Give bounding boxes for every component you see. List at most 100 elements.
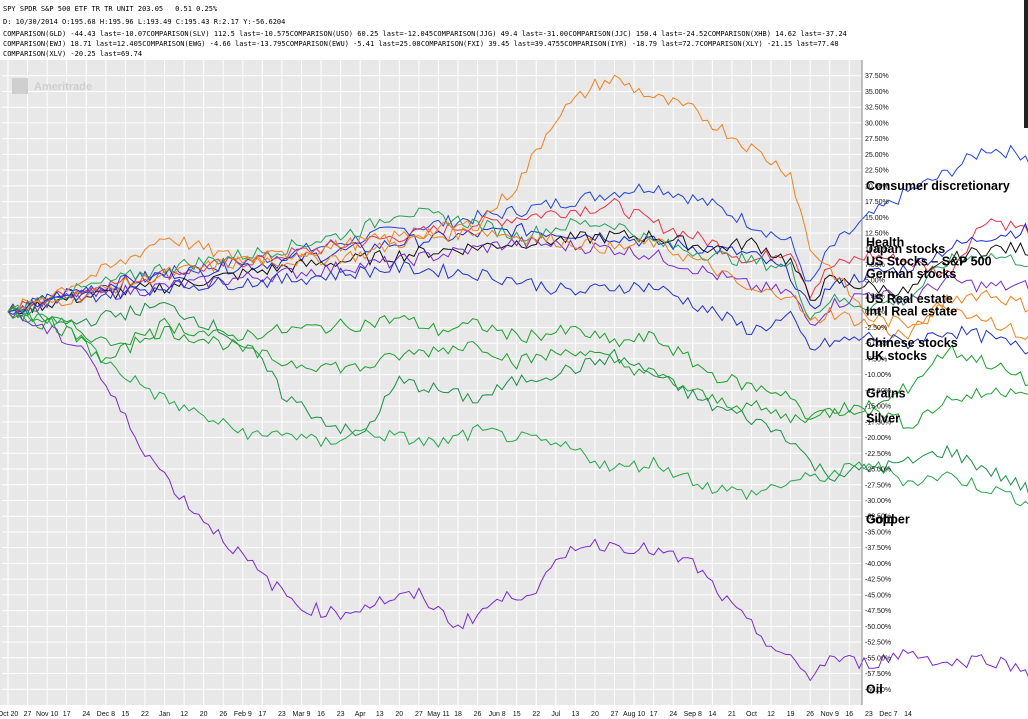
y-tick-label: 37.50%: [865, 73, 889, 80]
x-tick-label: Apr: [355, 711, 367, 718]
x-tick-label: Mar 9: [293, 711, 311, 718]
series-line: [7, 311, 1028, 420]
y-tick-label: 30.00%: [865, 120, 889, 127]
x-axis: Oct 20 27 Nov 10 17 24 Dec 8 15 22 Jan 12 20 26 Feb …: [0, 711, 912, 718]
x-tick-label: 22: [532, 711, 540, 718]
y-tick-label: -25.00%: [865, 467, 891, 474]
logo-text: Ameritrade: [34, 81, 92, 93]
header-text: COMPARISON(EWJ) 18.71 last=12.405: [3, 40, 142, 48]
y-tick-label: -30.00%: [865, 498, 891, 505]
series-label: Health: [866, 236, 904, 250]
series-label: Copper: [866, 512, 910, 526]
header-text: COMPARISON(XLV) -20.25 last=69.74: [3, 50, 142, 58]
y-tick-label: 7.50%: [865, 262, 885, 269]
x-tick-label: Dec 7: [879, 711, 897, 718]
y-tick-label: -47.50%: [865, 608, 891, 615]
x-tick-label: Jul: [551, 711, 560, 718]
series-label: Gold: [866, 512, 894, 526]
y-tick-label: -37.50%: [865, 545, 891, 552]
y-tick-label: 32.50%: [865, 105, 889, 112]
header-text: SPY SPDR S&P 500 ETF TR TR UNIT 203.05: [3, 5, 163, 13]
y-tick-label: -7.50%: [865, 356, 887, 363]
series-line: [7, 197, 1028, 313]
series-label: US Real estate: [866, 292, 953, 306]
header-text: COMPARISON(EWG) -4.66 last=-13.795: [142, 40, 285, 48]
y-tick-label: -5.00%: [865, 341, 887, 348]
series-line: [7, 225, 1028, 340]
series-label: Silver: [866, 412, 900, 426]
series-label: Chinese stocks: [866, 336, 958, 350]
x-tick-label: 27: [611, 711, 619, 718]
series-label: Oil: [866, 682, 883, 696]
series-line: [7, 74, 1028, 340]
header-text: 0.51 0.25%: [175, 5, 218, 13]
series-label: Int'l Real estate: [866, 305, 957, 319]
x-tick-label: 22: [141, 711, 149, 718]
y-tick-label: -42.50%: [865, 577, 891, 584]
y-tick-label: 5.00%: [865, 278, 885, 285]
y-tick-label: -35.00%: [865, 529, 891, 536]
x-tick-label: Jan: [159, 711, 170, 718]
x-tick-label: Oct: [746, 711, 757, 718]
header-text: COMPARISON(JJG) 49.4 last=-31.00: [433, 30, 568, 38]
header-text: COMPARISON(GLD) -44.43 last=-10.07: [3, 30, 146, 38]
x-tick-label: 27: [415, 711, 423, 718]
header-text: COMPARISON(XHB) 14.62 last=-37.24: [708, 30, 847, 38]
y-tick-label: 10.00%: [865, 246, 889, 253]
x-tick-label: 21: [728, 711, 736, 718]
series-lines: [7, 74, 1028, 682]
x-tick-label: 16: [317, 711, 325, 718]
series-label: Grains: [866, 387, 906, 401]
header-text: D: 10/30/2014 O:195.68 H:195.96 L:193.49…: [3, 18, 285, 26]
series-label: Consumer discretionary: [866, 179, 1010, 193]
x-tick-label: May 11: [427, 711, 450, 718]
header-text: COMPARISON(JJC) 150.4 last=-24.52: [568, 30, 707, 38]
y-tick-label: -2.50%: [865, 325, 887, 332]
x-tick-label: Nov 10: [36, 711, 58, 718]
x-tick-label: 26: [806, 711, 814, 718]
scrollbar[interactable]: [1024, 0, 1028, 128]
y-tick-label: -60.00%: [865, 687, 891, 694]
y-axis: 37.50% 35.00% 32.50% 30.00% 27.50% 25.00% 22.5…: [861, 60, 891, 705]
x-tick-label: 19: [787, 711, 795, 718]
y-tick-label: -20.00%: [865, 435, 891, 442]
y-tick-label: -12.50%: [865, 388, 891, 395]
x-tick-label: 12: [180, 711, 188, 718]
x-tick-label: Oct 20: [0, 711, 18, 718]
x-tick-label: 24: [82, 711, 90, 718]
x-tick-label: 18: [454, 711, 462, 718]
x-tick-label: Nov 9: [821, 711, 839, 718]
x-tick-label: 15: [513, 711, 521, 718]
x-tick-label: 16: [845, 711, 853, 718]
y-tick-label: -22.50%: [865, 451, 891, 458]
y-tick-label: 0.00%: [865, 309, 885, 316]
chart-header: SPY SPDR S&P 500 ETF TR TR UNIT 203.05 0…: [3, 5, 847, 58]
y-tick-label: 22.50%: [865, 168, 889, 175]
y-tick-label: -52.50%: [865, 640, 891, 647]
x-tick-label: 20: [591, 711, 599, 718]
y-tick-label: 27.50%: [865, 136, 889, 143]
header-text: COMPARISON(IYR) -18.79 last=72.7: [564, 40, 699, 48]
x-tick-label: 15: [121, 711, 129, 718]
series-line: [7, 144, 1028, 313]
x-tick-label: 13: [571, 711, 579, 718]
x-tick-label: 26: [474, 711, 482, 718]
series-line: [7, 236, 1028, 326]
x-tick-label: 13: [376, 711, 384, 718]
series-line: [7, 260, 1028, 355]
x-tick-label: Sep 8: [684, 711, 702, 718]
x-tick-label: 17: [63, 711, 71, 718]
series-line: [7, 222, 1028, 313]
x-tick-label: 23: [337, 711, 345, 718]
series-line: [7, 309, 1028, 682]
x-tick-label: 12: [767, 711, 775, 718]
header-text: COMPARISON(SLV) 112.5 last=-10.575: [146, 30, 289, 38]
y-tick-label: -27.50%: [865, 482, 891, 489]
header-text: COMPARISON(USO) 60.25 last=-12.045: [290, 30, 433, 38]
series-line: [7, 308, 1028, 429]
y-tick-label: 35.00%: [865, 89, 889, 96]
x-tick-label: Jun 8: [489, 711, 506, 718]
header-text: COMPARISON(XLY) -21.15 last=77.48: [700, 40, 839, 48]
